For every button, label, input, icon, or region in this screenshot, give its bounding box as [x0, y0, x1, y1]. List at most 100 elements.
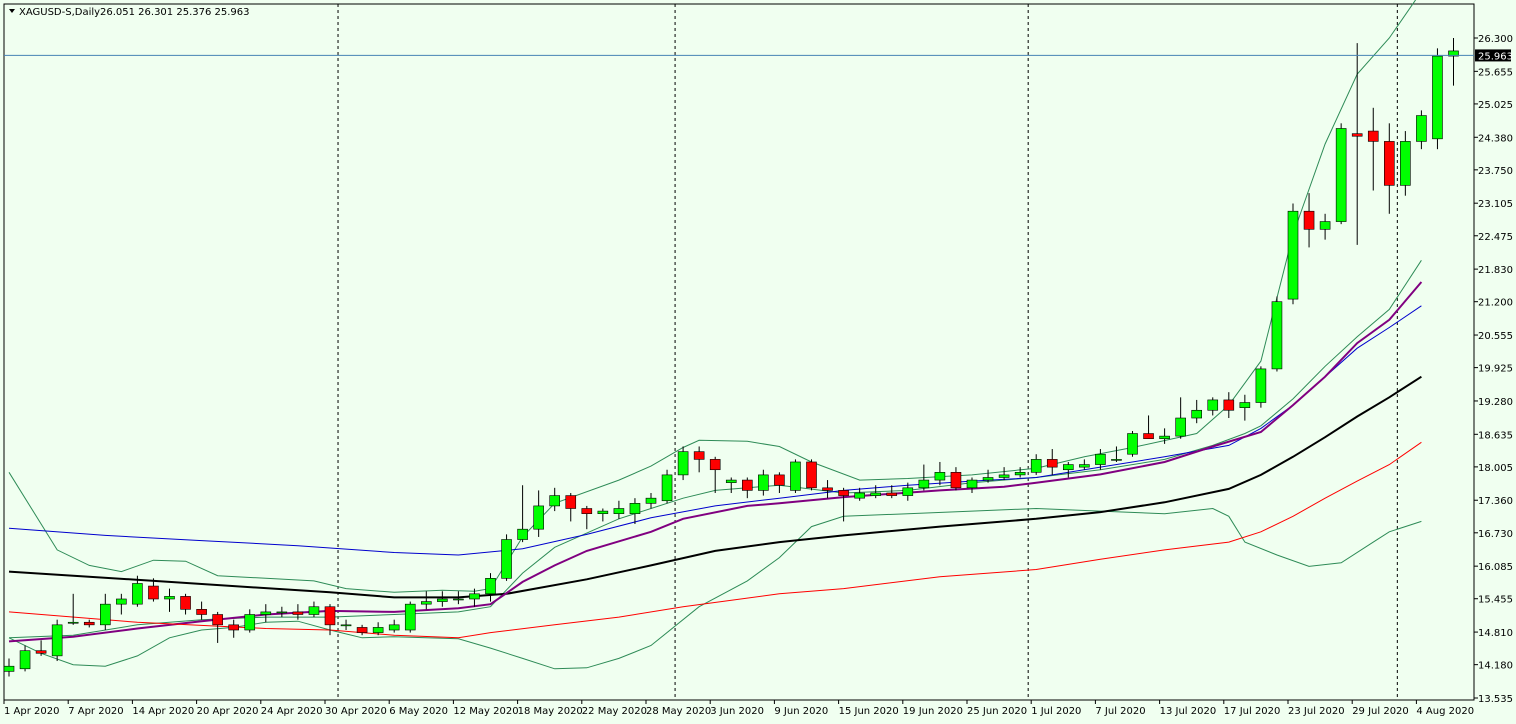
- candle: [1014, 467, 1026, 478]
- y-tick-label: 18.635: [1478, 430, 1513, 441]
- x-tick-label: 1 Apr 2020: [4, 706, 59, 717]
- candle-body: [806, 461, 817, 489]
- candle: [260, 604, 272, 623]
- candle: [1095, 449, 1106, 470]
- x-tick-label: 7 Apr 2020: [68, 706, 123, 717]
- candle-body: [1319, 221, 1331, 230]
- y-tick-label: 23.105: [1478, 199, 1513, 210]
- candles: [3, 38, 1459, 677]
- candle-body: [693, 451, 705, 460]
- candle-body: [388, 624, 400, 631]
- candle: [372, 622, 384, 636]
- candle: [35, 640, 47, 656]
- y-tick-label: 24.380: [1478, 133, 1513, 144]
- y-tick-label: 25.655: [1478, 67, 1513, 78]
- candle: [1271, 296, 1283, 372]
- candle-body: [725, 479, 737, 483]
- plot-area: [3, 3, 1475, 701]
- candle: [1384, 123, 1395, 214]
- candle-body: [870, 492, 882, 496]
- candle: [180, 593, 191, 615]
- candle-body: [918, 479, 930, 489]
- dropdown-arrow-icon[interactable]: [9, 9, 15, 13]
- candle-body: [549, 495, 561, 507]
- candle-body: [581, 508, 593, 514]
- candle: [469, 588, 480, 607]
- candle: [1159, 428, 1170, 444]
- candle: [581, 505, 593, 530]
- candle: [1400, 131, 1411, 196]
- candle: [1303, 193, 1315, 248]
- candle-body: [148, 585, 159, 600]
- candle-body: [116, 598, 127, 605]
- candle: [950, 467, 962, 491]
- candle: [1432, 48, 1443, 150]
- candle: [1030, 454, 1042, 475]
- candle-body: [132, 583, 143, 605]
- candle-body: [758, 474, 769, 491]
- candle-body: [292, 611, 304, 615]
- candle: [870, 485, 882, 499]
- current-price-label: 25.963: [1478, 51, 1513, 62]
- candle: [1127, 430, 1138, 457]
- candle: [1191, 399, 1202, 424]
- symbol-timeframe-label: XAGUSD-S,Daily: [19, 7, 100, 18]
- candle-body: [1271, 301, 1283, 370]
- candle: [565, 492, 577, 522]
- candle: [886, 485, 898, 499]
- current-price-tag: [1475, 49, 1511, 62]
- candle-body: [629, 503, 641, 514]
- candle-body: [485, 578, 496, 595]
- candle-body: [661, 474, 673, 502]
- candle: [1046, 449, 1058, 475]
- y-tick-label: 16.085: [1478, 562, 1513, 573]
- candle: [533, 490, 544, 537]
- candle: [934, 461, 946, 486]
- candle-body: [324, 606, 336, 626]
- x-tick-label: 29 Jul 2020: [1352, 706, 1409, 717]
- x-tick-label: 19 Jun 2020: [903, 706, 963, 717]
- candle: [164, 588, 175, 612]
- candle-body: [1400, 141, 1411, 186]
- candle-body: [1367, 130, 1379, 142]
- candle: [148, 578, 159, 602]
- candle: [100, 593, 111, 631]
- candle-body: [1191, 409, 1202, 419]
- candle-body: [822, 487, 833, 491]
- candle-body: [196, 609, 207, 615]
- candle-body: [950, 472, 962, 489]
- candle-body: [966, 479, 978, 489]
- candle: [998, 467, 1010, 481]
- candle: [1351, 43, 1363, 245]
- x-tick-label: 22 May 2020: [582, 706, 647, 717]
- candle-body: [1159, 435, 1170, 440]
- x-tick-label: 3 Jun 2020: [710, 706, 764, 717]
- candle-body: [1063, 464, 1074, 471]
- candle: [19, 645, 31, 672]
- y-axis: 26.300 25.655 25.025 24.380 23.750 23.105 22.4…: [1474, 34, 1513, 705]
- candle: [1448, 38, 1459, 86]
- x-axis: 1 Apr 2020 7 Apr 2020 14 Apr 2020 20 Apr 20…: [3, 700, 1474, 717]
- candle-body: [1143, 433, 1154, 440]
- candle-body: [1046, 459, 1058, 468]
- bollinger-lower-line: [8, 507, 1422, 670]
- period-separators: [337, 4, 1398, 700]
- candle: [453, 591, 464, 605]
- candle: [677, 446, 689, 481]
- candle: [1335, 123, 1347, 225]
- x-tick-label: 17 Jul 2020: [1224, 706, 1281, 717]
- x-tick-label: 14 Apr 2020: [132, 706, 194, 717]
- candle: [228, 619, 239, 638]
- x-tick-label: 24 Apr 2020: [261, 706, 323, 717]
- candle-body: [565, 495, 577, 509]
- candle-body: [1079, 464, 1090, 468]
- candle-body: [35, 650, 47, 654]
- candle: [420, 591, 432, 610]
- candle-body: [597, 510, 609, 514]
- y-tick-label: 19.280: [1478, 397, 1513, 408]
- candle-body: [1255, 368, 1267, 403]
- candle-body: [453, 598, 464, 601]
- candle: [292, 604, 304, 620]
